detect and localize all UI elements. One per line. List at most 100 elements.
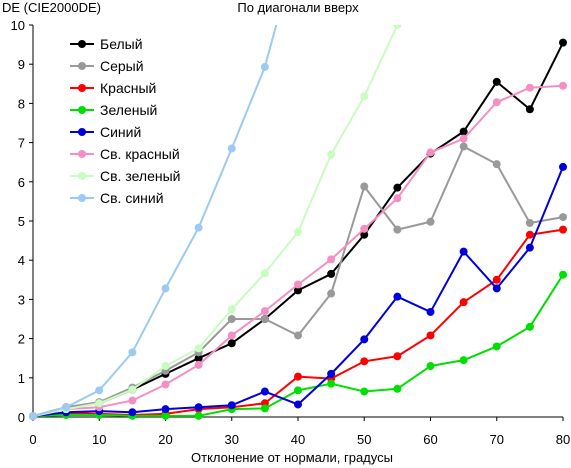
data-point	[62, 403, 71, 412]
data-point	[161, 284, 170, 293]
data-point	[426, 148, 435, 157]
data-point	[459, 298, 468, 307]
series-4	[29, 270, 567, 421]
data-point	[194, 403, 203, 412]
data-point	[128, 348, 137, 357]
data-point	[227, 331, 236, 340]
data-point	[128, 396, 137, 405]
data-point	[294, 400, 302, 409]
data-point	[327, 289, 336, 298]
legend-swatch-marker	[78, 128, 86, 136]
legend-item: Серый	[70, 58, 144, 74]
legend-swatch-marker	[78, 84, 86, 92]
data-point	[360, 182, 369, 191]
data-point	[492, 275, 501, 284]
data-point	[327, 369, 336, 378]
data-point	[559, 81, 567, 90]
legend-swatch-marker	[78, 194, 86, 202]
legend-item: Красный	[70, 80, 156, 96]
data-point	[327, 269, 336, 278]
data-point	[294, 386, 302, 395]
data-point	[194, 354, 203, 363]
data-point	[525, 243, 534, 252]
legend-label: Св. красный	[100, 146, 180, 162]
data-point	[260, 307, 269, 316]
data-point	[360, 230, 369, 239]
data-point	[95, 386, 104, 395]
data-point	[426, 307, 435, 316]
y-tick-label: 9	[18, 57, 25, 72]
x-tick-label: 50	[357, 432, 371, 447]
data-point	[492, 160, 501, 169]
legend-item: Св. зеленый	[70, 168, 180, 184]
y-tick-label: 3	[18, 292, 25, 307]
y-tick-label: 4	[18, 253, 25, 268]
data-point	[327, 379, 336, 388]
y-tick-label: 2	[18, 332, 25, 347]
data-point	[227, 144, 236, 153]
x-tick-label: 80	[556, 432, 570, 447]
x-tick-label: 10	[92, 432, 106, 447]
data-point	[393, 352, 402, 361]
y-tick-label: 0	[18, 410, 25, 425]
data-point	[294, 372, 302, 381]
data-point	[559, 38, 567, 47]
data-point	[294, 227, 302, 236]
data-point	[459, 134, 468, 143]
legend-label: Серый	[100, 58, 144, 74]
data-point	[360, 357, 369, 366]
data-point	[559, 162, 567, 171]
legend-label: Синий	[100, 124, 141, 140]
data-point	[393, 194, 402, 203]
data-point	[393, 25, 402, 29]
data-point	[161, 362, 170, 371]
data-point	[227, 305, 236, 314]
data-point	[260, 387, 269, 396]
data-point	[161, 411, 170, 420]
series-line	[32, 25, 278, 418]
data-point	[260, 269, 269, 278]
data-point	[525, 83, 534, 92]
y-tick-label: 1	[18, 371, 25, 386]
data-point	[227, 339, 236, 348]
legend-item: Белый	[70, 36, 143, 52]
data-point	[260, 404, 269, 413]
legend: Белый Серый Красный Зеленый Синий Св. красный…	[70, 36, 180, 206]
data-point	[525, 230, 534, 239]
x-axis-label: Отклонение от нормали, градусы	[191, 450, 393, 465]
y-tick-label: 5	[18, 214, 25, 229]
legend-label: Зеленый	[100, 102, 157, 118]
data-point	[360, 335, 369, 344]
legend-swatch-marker	[78, 172, 86, 180]
x-tick-label: 20	[158, 432, 172, 447]
legend-label: Св. синий	[100, 190, 164, 206]
legend-item: Синий	[70, 124, 141, 140]
data-point	[525, 105, 534, 114]
data-point	[393, 384, 402, 393]
data-point	[559, 225, 567, 234]
y-tick-label: 6	[18, 175, 25, 190]
x-tick-label: 60	[423, 432, 437, 447]
legend-label: Белый	[100, 36, 143, 52]
y-tick-label: 7	[18, 136, 25, 151]
data-point	[294, 331, 302, 340]
data-point	[360, 224, 369, 233]
data-point	[194, 223, 203, 232]
data-point	[29, 412, 37, 421]
data-point	[426, 217, 435, 226]
data-point	[525, 322, 534, 331]
legend-label: Св. зеленый	[100, 168, 180, 184]
data-point	[492, 284, 501, 293]
data-point	[227, 315, 236, 323]
data-point	[95, 399, 104, 408]
legend-label: Красный	[100, 80, 156, 96]
data-point	[559, 213, 567, 222]
legend-item: Зеленый	[70, 102, 157, 118]
series-line	[32, 25, 399, 418]
y-tick-label: 10	[11, 18, 25, 33]
data-point	[525, 218, 534, 227]
legend-item: Св. синий	[70, 190, 164, 206]
data-point	[492, 342, 501, 351]
x-tick-label: 30	[225, 432, 239, 447]
data-point	[294, 286, 302, 295]
